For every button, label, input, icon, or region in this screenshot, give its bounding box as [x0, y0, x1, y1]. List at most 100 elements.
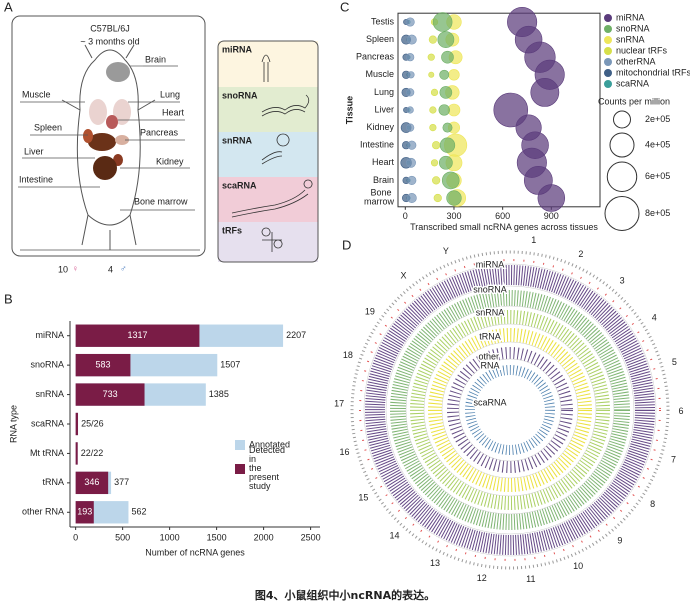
bubble [407, 175, 417, 185]
value-label: 22/22 [81, 448, 104, 458]
size-legend-label: 4e+05 [645, 139, 670, 149]
x-tick-label: 500 [115, 532, 130, 542]
ring-guide [423, 323, 597, 497]
legend-label: mitochondrial tRFs [616, 67, 690, 77]
circos-ring [359, 259, 661, 561]
bubble [427, 53, 435, 61]
panel-letter: A [4, 0, 13, 14]
mouse-box [11, 15, 206, 257]
rna-type: scaRNA [222, 180, 257, 190]
chromosome-label: 19 [365, 306, 375, 316]
x-tick-label: 0 [73, 532, 78, 542]
organ-label: Muscle [22, 89, 51, 99]
y-tick-label: Lung [374, 87, 394, 97]
chromosome-label: Y [443, 246, 449, 256]
bubble [433, 193, 442, 203]
legend-label: otherRNA [616, 56, 656, 66]
organ-label: Kidney [156, 156, 184, 166]
circos-ring [410, 310, 610, 510]
legend-label: scaRNA [616, 78, 649, 88]
bubble [441, 171, 460, 190]
size-legend-circle [606, 161, 638, 192]
organ-label: Liver [24, 146, 44, 156]
y-tick-label: Pancreas [356, 52, 395, 62]
x-tick-label: 0 [403, 211, 408, 221]
y-tick-label: Testis [371, 16, 395, 26]
size-legend-label: 6e+05 [645, 171, 670, 181]
y-tick-label: Mt tRNA [30, 448, 64, 458]
legend-swatch [604, 69, 612, 77]
male-symbol: ♂ [120, 263, 127, 273]
ring-label: miRNA [476, 259, 505, 269]
y-tick-label: miRNA [36, 330, 65, 340]
chromosome-label: 11 [526, 574, 535, 584]
organ-label: Lung [160, 89, 180, 99]
value-label: 377 [114, 477, 129, 487]
chromosome-label: X [401, 271, 407, 281]
chromosome-label: 18 [343, 350, 353, 360]
chromosome-label: 17 [334, 398, 344, 408]
ring-guide [458, 358, 562, 462]
bubble [442, 122, 453, 133]
size-legend-circle [609, 132, 635, 158]
bar [75, 353, 131, 377]
bar [75, 442, 78, 465]
bubble [405, 17, 415, 27]
value-label: 1507 [220, 360, 240, 370]
bar [75, 383, 145, 406]
value-label: 2207 [286, 330, 306, 340]
x-tick-label: 900 [544, 211, 559, 221]
legend-label: Detected in the present study [249, 445, 288, 491]
chromosome-label: 7 [671, 454, 676, 464]
value-label: 1385 [209, 389, 229, 399]
panel-letter: D [342, 237, 351, 252]
circos-ring [350, 250, 670, 570]
y-axis-label: RNA type [8, 405, 18, 443]
legend-swatch [604, 36, 612, 44]
bubble [428, 71, 435, 78]
ring-label: other RNA [478, 352, 501, 371]
ring-guide [441, 341, 579, 479]
ring-label: tRNA [479, 331, 501, 341]
bubble [406, 123, 415, 132]
organs [83, 62, 131, 180]
legend-swatch [604, 25, 612, 33]
size-legend-label: 2e+05 [645, 114, 670, 124]
bubble [406, 34, 417, 45]
circos-ring [447, 347, 573, 473]
bubble [441, 50, 454, 64]
age: ~ 3 months old [80, 36, 139, 46]
strain: C57BL/6J [90, 23, 130, 33]
legend-swatch [604, 47, 612, 55]
value-label: 1317 [128, 330, 148, 340]
x-axis-label: Transcribed small ncRNA genes across tis… [410, 222, 598, 232]
bubble [437, 31, 455, 48]
legend-swatch [235, 464, 245, 474]
bubble [438, 155, 453, 170]
rna-type: snRNA [222, 135, 253, 145]
value-label: 193 [77, 507, 92, 517]
panel-letter: B [4, 291, 13, 306]
chromosome-label: 6 [678, 406, 683, 416]
y-tick-label: tRNA [42, 477, 64, 487]
bubble [432, 141, 441, 150]
bubble [406, 193, 417, 203]
chromosome-label: 15 [358, 492, 368, 502]
chromosome-label: 8 [650, 499, 655, 509]
ring-guide [405, 305, 615, 515]
bubble [530, 78, 560, 107]
rna-type: tRFs [222, 225, 242, 235]
organ-label: Intestine [19, 174, 53, 184]
value-label: 25/26 [81, 418, 104, 428]
y-tick-label: Liver [374, 104, 394, 114]
female-symbol: ♀ [72, 263, 79, 273]
bubble [406, 88, 415, 97]
legend-label: snRNA [616, 34, 645, 44]
bubble [438, 104, 450, 116]
bubble [439, 86, 453, 99]
y-tick-label: other RNA [22, 507, 64, 517]
size-legend-circle [613, 110, 631, 129]
chromosome-label: 2 [578, 249, 583, 259]
y-axis-label: Tissue [344, 96, 354, 124]
